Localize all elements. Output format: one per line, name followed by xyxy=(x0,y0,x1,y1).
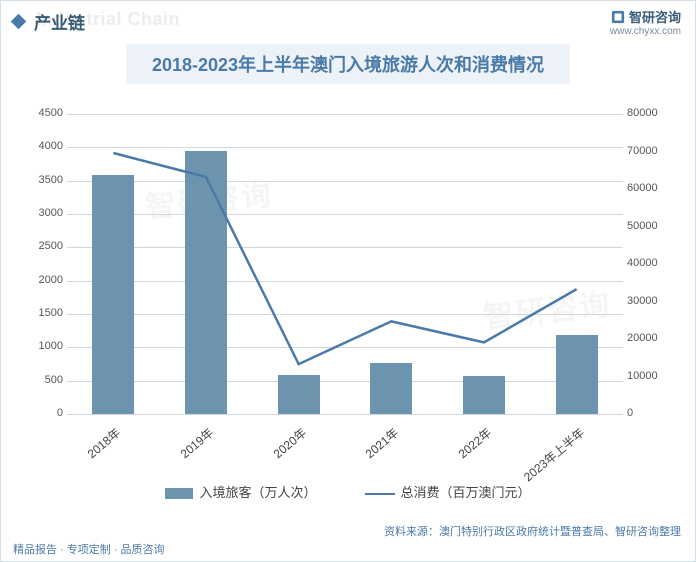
y-left-tick: 4000 xyxy=(25,140,63,152)
y-left-tick: 0 xyxy=(25,407,63,419)
y-left-tick: 4500 xyxy=(25,107,63,119)
y-left-tick: 2000 xyxy=(25,274,63,286)
chart-title: 2018-2023年上半年澳门入境旅游人次和消费情况 xyxy=(126,44,570,84)
y-left-tick: 1500 xyxy=(25,307,63,319)
y-left-tick: 500 xyxy=(25,374,63,386)
y-left-tick: 3500 xyxy=(25,174,63,186)
legend: 入境旅客（万人次） 总消费（百万澳门元） xyxy=(1,482,695,501)
y-right-tick: 0 xyxy=(627,407,671,419)
y-left-tick: 3000 xyxy=(25,207,63,219)
y-right-tick: 60000 xyxy=(627,182,671,194)
y-right-tick: 10000 xyxy=(627,370,671,382)
y-right-tick: 80000 xyxy=(627,107,671,119)
plot-area: 0500100015002000250030003500400045000100… xyxy=(67,114,623,414)
y-right-tick: 40000 xyxy=(627,257,671,269)
legend-bar-label: 入境旅客（万人次） xyxy=(199,485,316,500)
y-right-tick: 20000 xyxy=(627,332,671,344)
brand-block: 智研咨询 www.chyxx.com xyxy=(610,7,681,37)
y-right-tick: 30000 xyxy=(627,295,671,307)
source-text: 资料来源：澳门特别行政区政府统计暨普查局、智研咨询整理 xyxy=(384,523,681,539)
footer-text: 精品报告 · 专项定制 · 品质咨询 xyxy=(13,541,165,557)
y-right-tick: 70000 xyxy=(627,145,671,157)
ghost-text: Industrial Chain xyxy=(36,9,180,30)
y-left-tick: 1000 xyxy=(25,340,63,352)
y-left-tick: 2500 xyxy=(25,240,63,252)
y-right-tick: 50000 xyxy=(627,220,671,232)
diamond-icon xyxy=(11,14,27,30)
brand-url: www.chyxx.com xyxy=(610,26,681,37)
brand-icon xyxy=(611,10,625,24)
brand-name: 智研咨询 xyxy=(629,7,681,26)
line-series xyxy=(67,114,623,414)
legend-line: 总消费（百万澳门元） xyxy=(365,482,531,501)
